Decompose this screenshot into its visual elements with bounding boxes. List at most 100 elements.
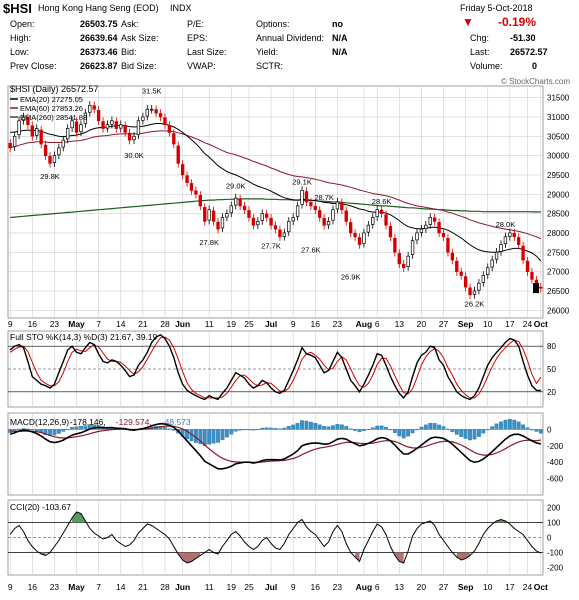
- price-tick-label: 26000: [547, 306, 570, 315]
- macd-histogram-bar: [34, 429, 39, 432]
- candle-body: [114, 121, 119, 129]
- x-axis-label-bottom: 17: [505, 582, 515, 592]
- candle-body: [234, 197, 238, 206]
- x-axis-label-top: 23: [50, 319, 60, 329]
- candle-body: [459, 271, 463, 276]
- candle-body: [132, 135, 136, 141]
- x-axis-label-bottom: Jun: [175, 582, 190, 592]
- macd-histogram-bar: [255, 429, 260, 431]
- candle-body: [247, 210, 251, 218]
- x-axis-label-top: 16: [311, 319, 321, 329]
- price-annotation: 27.6K: [301, 246, 321, 255]
- macd-histogram-bar: [441, 426, 446, 430]
- vwap-label: VWAP:: [187, 61, 216, 71]
- candle-body: [463, 276, 468, 288]
- candle-body: [318, 210, 322, 218]
- open-label: Open:: [10, 19, 35, 29]
- price-tick-label: 30500: [547, 132, 570, 141]
- candle-body: [300, 190, 304, 205]
- macd-histogram-bar: [459, 429, 464, 437]
- x-axis-label-bottom: Jul: [265, 582, 277, 592]
- x-axis-label-bottom: 14: [116, 582, 126, 592]
- high-value: 26639.64: [80, 33, 118, 43]
- x-axis-label-top: 7: [96, 319, 101, 329]
- macd-histogram-bar: [437, 424, 442, 430]
- pe-label: P/E:: [187, 19, 205, 29]
- options-value: no: [332, 19, 343, 29]
- candle-body: [21, 116, 26, 121]
- change-percent: -0.19%: [498, 15, 537, 29]
- price-legend-0: $HSI (Daily) 26572.57: [10, 84, 99, 94]
- chg-label: Chg:: [470, 33, 490, 43]
- ema60-line: [10, 130, 541, 240]
- price-annotation: 28.0K: [496, 220, 516, 229]
- macd-histogram-bar: [494, 423, 499, 430]
- macd-histogram-bar: [344, 426, 349, 430]
- cci-tick-label: 0: [547, 534, 552, 543]
- macd-histogram-bar: [322, 426, 327, 430]
- macd-histogram-bar: [485, 429, 490, 431]
- macd-histogram-bar: [499, 421, 503, 430]
- candle-body: [211, 210, 216, 222]
- candle-body: [273, 225, 278, 230]
- price-annotation: 31.5K: [142, 87, 162, 96]
- macd-histogram-bar: [56, 429, 61, 434]
- candle-body: [477, 282, 481, 291]
- candle-body: [517, 237, 521, 245]
- candle-body: [194, 190, 198, 195]
- candle-body: [167, 125, 172, 133]
- candle-body: [348, 222, 353, 234]
- x-axis-label-top: 25: [244, 319, 254, 329]
- eps-label: EPS:: [187, 33, 208, 43]
- macd-histogram-bar: [317, 424, 322, 430]
- macd-histogram-bar: [521, 424, 526, 430]
- macd-histogram-bar: [308, 421, 313, 430]
- macd-tick-label: -400: [547, 458, 564, 467]
- macd-histogram-bar: [525, 427, 530, 430]
- prev-close-label: Prev Close:: [10, 61, 57, 71]
- cci-oversold-fill: [456, 552, 470, 560]
- macd-histogram-bar: [242, 429, 247, 431]
- macd-histogram-bar: [17, 428, 21, 430]
- candle-body: [494, 251, 499, 260]
- candle-body: [428, 217, 432, 225]
- candle-body: [48, 156, 52, 164]
- x-axis-label-top: 21: [138, 319, 148, 329]
- candle-body: [278, 229, 282, 238]
- macd-histogram-bar: [229, 429, 234, 435]
- macd-histogram-bar: [534, 429, 539, 432]
- candle-body: [176, 145, 180, 164]
- candle-body: [269, 217, 273, 226]
- price-annotation: 28.6K: [372, 197, 392, 206]
- candle-body: [119, 124, 123, 129]
- candle-body: [110, 120, 114, 125]
- macd-histogram-bar: [238, 429, 243, 431]
- price-annotation: 29.1K: [292, 177, 312, 186]
- macd-histogram-bar: [171, 429, 176, 431]
- candle-body: [12, 135, 17, 148]
- candle-body: [455, 260, 459, 272]
- x-axis-label-top: 13: [395, 319, 405, 329]
- price-tick-label: 27000: [547, 268, 570, 277]
- candle-body: [335, 201, 340, 210]
- candle-body: [150, 108, 154, 111]
- candle-body: [322, 217, 326, 226]
- macd-histogram-bar: [339, 424, 344, 430]
- dividend-label: Annual Dividend:: [256, 33, 325, 43]
- macd-histogram-bar: [503, 419, 508, 430]
- x-axis-label-bottom: 9: [8, 582, 13, 592]
- down-arrow-icon: ▼: [462, 15, 474, 29]
- panel-frame-0: [7, 85, 544, 319]
- x-axis-label-top: 14: [116, 319, 126, 329]
- x-axis-label-top: 17: [505, 319, 515, 329]
- macd-histogram-bar: [397, 429, 402, 437]
- candle-body: [39, 129, 43, 145]
- macd-histogram-bar: [185, 429, 189, 440]
- macd-histogram-bar: [198, 429, 203, 445]
- macd-histogram-bar: [282, 427, 287, 430]
- candle-body: [242, 205, 247, 211]
- low-label: Low:: [10, 47, 30, 57]
- price-tick-label: 27500: [547, 248, 570, 257]
- x-axis-label-top: 20: [417, 319, 427, 329]
